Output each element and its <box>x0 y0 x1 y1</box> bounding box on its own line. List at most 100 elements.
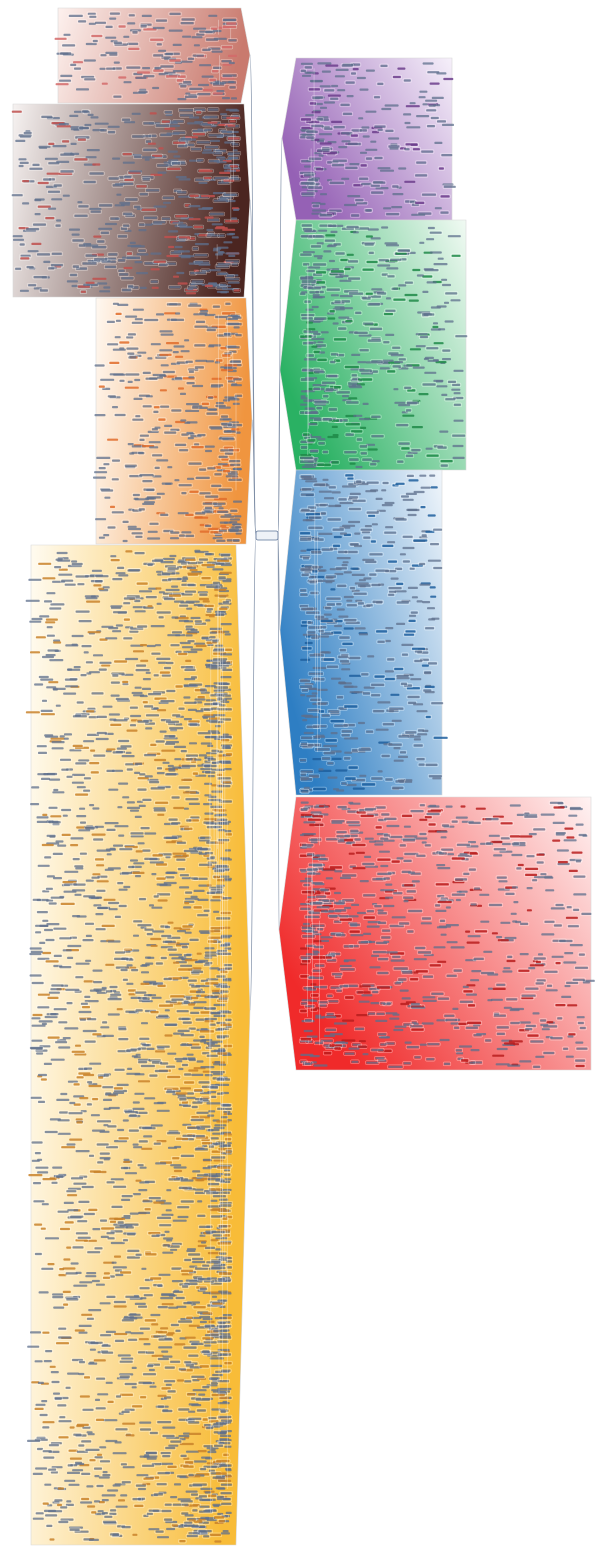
topic-node[interactable] <box>143 488 155 491</box>
topic-node[interactable] <box>53 877 62 880</box>
topic-node[interactable] <box>200 1066 215 1069</box>
topic-node[interactable] <box>185 360 193 363</box>
topic-node[interactable] <box>197 434 206 437</box>
topic-node[interactable] <box>235 334 242 337</box>
topic-node[interactable] <box>109 53 118 56</box>
topic-node[interactable] <box>143 1373 156 1376</box>
topic-node[interactable] <box>118 888 128 891</box>
topic-node[interactable] <box>169 554 177 558</box>
topic-node[interactable] <box>167 567 179 570</box>
topic-node[interactable] <box>193 889 205 892</box>
topic-node[interactable] <box>139 223 145 226</box>
topic-node[interactable] <box>89 989 99 992</box>
topic-node[interactable] <box>188 1324 200 1327</box>
topic-node[interactable] <box>192 1483 207 1486</box>
topic-node[interactable] <box>204 445 215 448</box>
topic-node[interactable] <box>130 809 139 812</box>
topic-node[interactable] <box>136 1474 149 1477</box>
topic-node[interactable] <box>185 1490 198 1493</box>
topic-node[interactable] <box>124 1382 137 1386</box>
topic-node[interactable] <box>144 775 153 778</box>
topic-node[interactable] <box>185 534 194 537</box>
topic-node[interactable] <box>157 899 168 902</box>
topic-node[interactable] <box>122 1466 135 1469</box>
topic-node[interactable] <box>50 1013 59 1016</box>
topic-node[interactable] <box>19 161 29 164</box>
topic-node[interactable] <box>166 254 181 258</box>
topic-node[interactable] <box>125 198 138 201</box>
topic-node[interactable] <box>224 1362 232 1365</box>
topic-node[interactable] <box>195 710 204 713</box>
topic-node[interactable] <box>153 205 167 208</box>
topic-node[interactable] <box>74 1329 85 1332</box>
topic-node[interactable] <box>228 61 235 65</box>
topic-node[interactable] <box>217 469 226 472</box>
topic-node[interactable] <box>211 484 222 487</box>
topic-node[interactable] <box>94 471 108 474</box>
topic-node[interactable] <box>34 1152 41 1155</box>
topic-node[interactable] <box>108 713 120 716</box>
topic-node[interactable] <box>145 727 153 730</box>
topic-node[interactable] <box>185 409 200 412</box>
topic-node[interactable] <box>190 1118 204 1122</box>
topic-node[interactable] <box>144 1208 151 1211</box>
topic-node[interactable] <box>88 1538 99 1541</box>
topic-node[interactable] <box>172 70 185 73</box>
topic-node[interactable] <box>180 60 193 63</box>
topic-node[interactable] <box>225 833 232 836</box>
topic-node[interactable] <box>143 994 152 997</box>
topic-node[interactable] <box>213 1126 225 1130</box>
topic-node[interactable] <box>205 666 218 669</box>
topic-node[interactable] <box>185 95 197 98</box>
topic-node[interactable] <box>70 142 77 145</box>
topic-node[interactable] <box>192 1389 207 1392</box>
topic-node[interactable] <box>134 378 141 382</box>
topic-node[interactable] <box>199 1510 212 1513</box>
topic-node[interactable] <box>123 35 130 38</box>
topic-node[interactable] <box>57 1487 64 1490</box>
topic-node[interactable] <box>54 1499 63 1502</box>
topic-node[interactable] <box>44 1130 58 1134</box>
topic-node[interactable] <box>211 1095 217 1098</box>
topic-node[interactable] <box>112 630 122 633</box>
topic-node[interactable] <box>220 563 232 567</box>
topic-node[interactable] <box>66 1500 72 1503</box>
topic-node[interactable] <box>30 651 40 654</box>
topic-node[interactable] <box>115 319 121 322</box>
topic-node[interactable] <box>138 1140 148 1143</box>
topic-node[interactable] <box>192 1135 205 1138</box>
topic-node[interactable] <box>115 1505 128 1508</box>
topic-node[interactable] <box>18 164 24 168</box>
topic-node[interactable] <box>52 687 66 690</box>
topic-node[interactable] <box>182 925 193 928</box>
topic-node[interactable] <box>198 1081 210 1084</box>
topic-node[interactable] <box>187 1092 194 1095</box>
topic-node[interactable] <box>198 1393 206 1396</box>
topic-node[interactable] <box>35 1166 49 1169</box>
topic-node[interactable] <box>144 705 154 708</box>
topic-node[interactable] <box>224 452 233 455</box>
topic-node[interactable] <box>39 615 50 618</box>
topic-node[interactable] <box>231 143 239 146</box>
topic-node[interactable] <box>54 1397 62 1400</box>
topic-node[interactable] <box>226 116 240 119</box>
topic-node[interactable] <box>191 996 199 1000</box>
topic-node[interactable] <box>223 1110 231 1114</box>
topic-node[interactable] <box>115 697 129 701</box>
topic-node[interactable] <box>128 14 135 17</box>
topic-node[interactable] <box>177 868 185 871</box>
topic-node[interactable] <box>46 592 56 595</box>
topic-node[interactable] <box>170 1496 178 1499</box>
topic-node[interactable] <box>209 627 222 630</box>
topic-node[interactable] <box>45 621 56 624</box>
topic-node[interactable] <box>162 1426 176 1429</box>
topic-node[interactable] <box>166 1239 173 1242</box>
topic-node[interactable] <box>175 355 184 358</box>
topic-node[interactable] <box>222 781 231 784</box>
topic-node[interactable] <box>200 767 213 771</box>
topic-node[interactable] <box>180 22 194 25</box>
topic-node[interactable] <box>115 1339 124 1342</box>
topic-node[interactable] <box>56 219 62 222</box>
topic-node[interactable] <box>163 529 174 533</box>
topic-node[interactable] <box>178 195 192 198</box>
